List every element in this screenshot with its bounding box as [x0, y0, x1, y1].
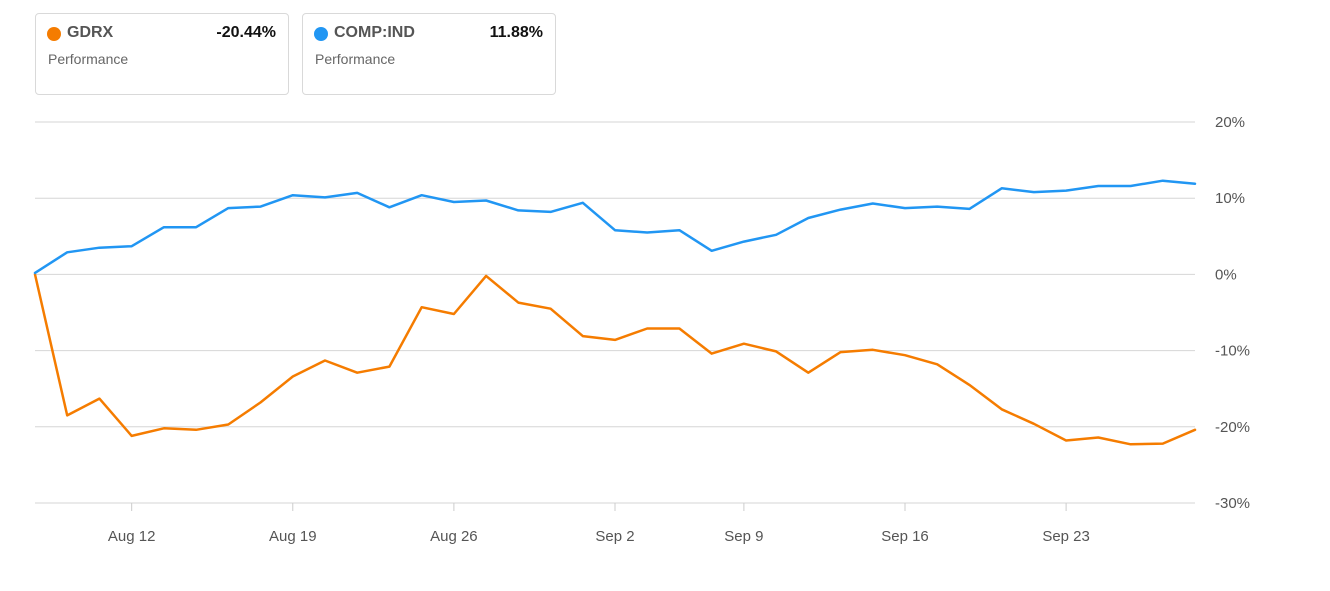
- legend-symbol: GDRX: [67, 24, 114, 41]
- y-tick-label: 10%: [1215, 190, 1245, 207]
- legend-subtitle: Performance: [48, 51, 129, 67]
- x-tick-label: Aug 19: [269, 528, 317, 545]
- x-tick-label: Sep 9: [724, 528, 763, 545]
- x-tick-label: Sep 16: [881, 528, 929, 545]
- y-tick-label: -30%: [1215, 495, 1250, 512]
- x-tick-label: Sep 2: [595, 528, 634, 545]
- legend-card-comp-ind[interactable]: COMP:IND 11.88% Performance: [302, 13, 556, 95]
- y-tick-label: 20%: [1215, 114, 1245, 131]
- x-tick-label: Aug 12: [108, 528, 156, 545]
- comp-ind-dot-icon: [314, 27, 328, 41]
- series-line-gdrx: [33, 273, 1197, 446]
- legend-subtitle: Performance: [315, 51, 396, 67]
- legend-value: -20.44%: [216, 24, 276, 41]
- legend-card-gdrx[interactable]: GDRX -20.44% Performance: [35, 13, 289, 95]
- x-tick-label: Aug 26: [430, 528, 478, 545]
- x-tick-label: Sep 23: [1042, 528, 1090, 545]
- y-tick-label: -20%: [1215, 419, 1250, 436]
- y-tick-label: 0%: [1215, 266, 1237, 283]
- legend-value: 11.88%: [489, 24, 543, 41]
- legend-symbol: COMP:IND: [334, 24, 415, 41]
- series-line-comp-ind: [33, 179, 1197, 275]
- gdrx-dot-icon: [47, 27, 61, 41]
- y-tick-label: -10%: [1215, 343, 1250, 360]
